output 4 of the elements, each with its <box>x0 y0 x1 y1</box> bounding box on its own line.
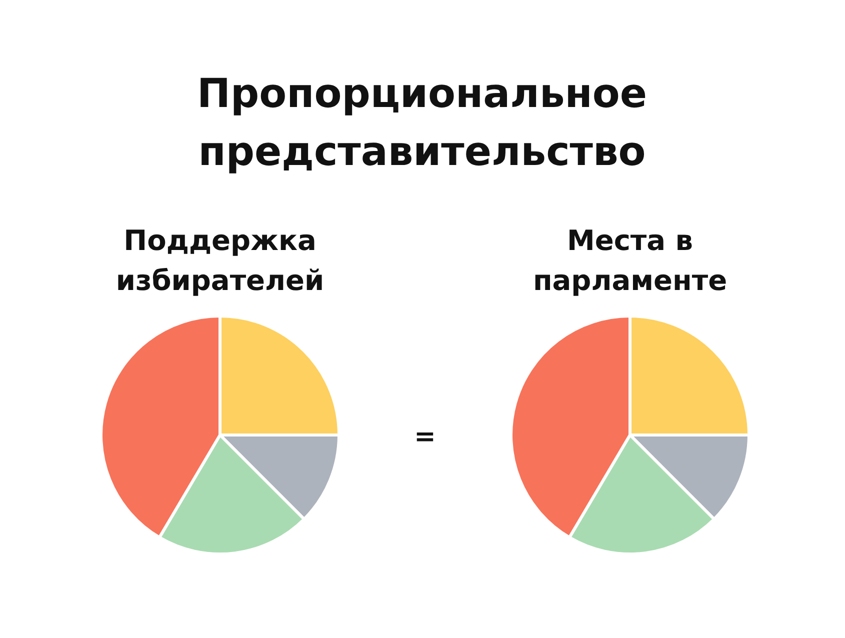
text: Пропорциональное представительство <box>197 71 647 175</box>
chart-title: Поддержка избирателей <box>116 224 324 297</box>
text: = <box>414 422 436 452</box>
chart-title: Места в парламенте <box>532 224 728 297</box>
